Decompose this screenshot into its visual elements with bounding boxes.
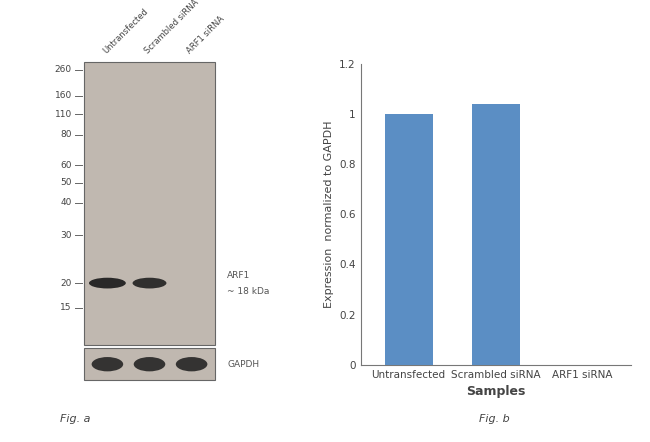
Text: GAPDH: GAPDH [227,360,259,369]
Text: Untransfected: Untransfected [101,7,150,55]
Text: 30: 30 [60,230,72,240]
Bar [84,62,215,345]
Ellipse shape [176,357,207,371]
X-axis label: Samples: Samples [466,385,525,398]
Text: ARF1 siRNA: ARF1 siRNA [185,14,226,55]
Text: 80: 80 [60,130,72,139]
Text: 60: 60 [60,160,72,170]
Text: Fig. a: Fig. a [60,414,90,424]
Bar [472,104,519,365]
Ellipse shape [134,357,165,371]
Text: 20: 20 [60,278,72,288]
Ellipse shape [92,357,124,371]
Text: 160: 160 [55,91,72,100]
Ellipse shape [133,278,166,289]
Text: 260: 260 [55,65,72,74]
Text: Fig. b: Fig. b [478,414,510,424]
Y-axis label: Expression  normalized to GAPDH: Expression normalized to GAPDH [324,121,333,308]
Bar [84,348,215,380]
Text: 40: 40 [60,198,72,207]
Text: 110: 110 [55,110,72,119]
Text: ARF1: ARF1 [227,271,250,280]
Text: 50: 50 [60,179,72,187]
Bar [385,114,432,365]
Text: ~ 18 kDa: ~ 18 kDa [227,286,270,296]
Ellipse shape [89,278,126,289]
Text: Scrambled siRNA: Scrambled siRNA [143,0,201,55]
Text: 15: 15 [60,304,72,312]
